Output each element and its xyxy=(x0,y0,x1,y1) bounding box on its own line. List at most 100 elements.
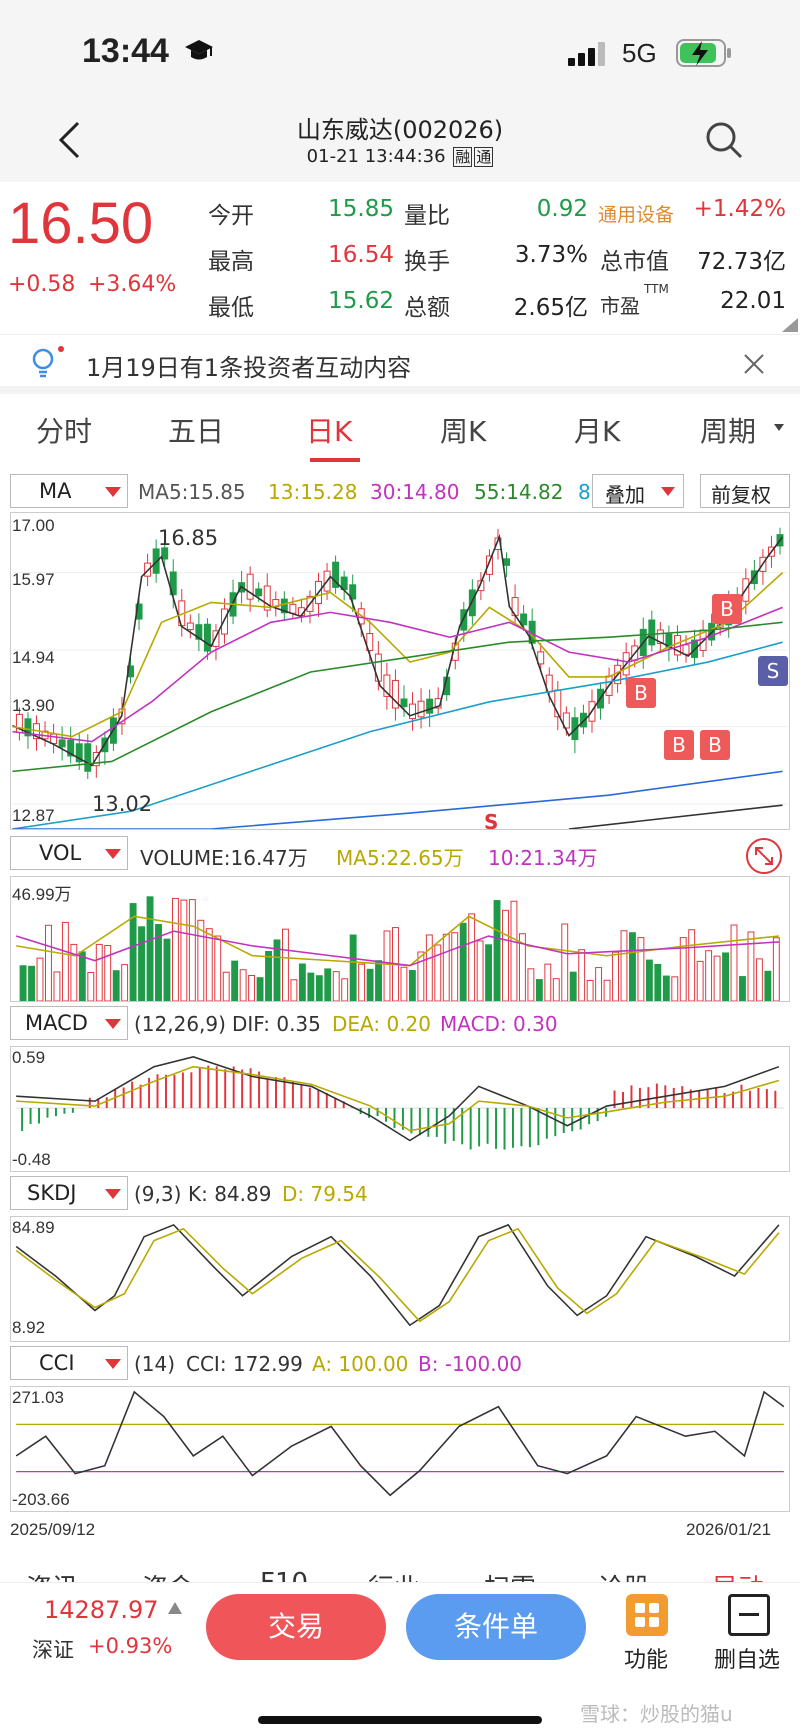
nav-bar xyxy=(0,100,800,182)
volume-bar xyxy=(231,960,239,1001)
tab-risk[interactable]: 扫雷 xyxy=(484,1568,536,1584)
quote-datetime: 01-21 13:44:36 xyxy=(306,146,446,167)
volume-bar xyxy=(434,944,442,1001)
price-axis-4: 13.90 xyxy=(12,696,55,715)
stock-subtitle: 01-21 13:44:36 融通 xyxy=(0,146,800,167)
tab-monthly-k[interactable]: 月K xyxy=(574,415,621,448)
tab-period[interactable]: 周期 xyxy=(700,415,757,448)
tab-forum[interactable]: 论股 xyxy=(598,1568,650,1584)
candlestick-chart[interactable] xyxy=(10,512,790,830)
notice-text[interactable]: 1月19日有1条投资者互动内容 xyxy=(86,354,412,382)
volume-bar xyxy=(341,978,349,1001)
overlay-button[interactable]: 叠加 xyxy=(592,474,684,508)
buy-signal[interactable]: B xyxy=(712,594,742,624)
skdj-selector[interactable]: SKDJ xyxy=(10,1176,128,1210)
tab-f10[interactable]: F10 xyxy=(260,1568,309,1584)
volume-chart[interactable] xyxy=(10,876,790,1002)
volume-value: VOLUME:16.47万 xyxy=(140,846,308,870)
cci-selector[interactable]: CCI xyxy=(10,1346,128,1380)
candle-body xyxy=(75,743,83,763)
tab-daily-k[interactable]: 日K xyxy=(306,415,353,448)
macd-selector[interactable]: MACD xyxy=(10,1006,128,1040)
candle-body xyxy=(391,679,399,709)
vol-selector[interactable]: VOL xyxy=(10,836,128,870)
skdj-chart[interactable] xyxy=(10,1216,790,1342)
tab-industry[interactable]: 行业 xyxy=(368,1568,420,1584)
close-icon[interactable] xyxy=(742,352,766,376)
grid-icon[interactable] xyxy=(626,1594,668,1636)
macd-chart[interactable] xyxy=(10,1046,790,1172)
date-start: 2025/09/12 xyxy=(10,1520,96,1539)
cci-chart[interactable] xyxy=(10,1386,790,1512)
sell-signal-mark: S xyxy=(484,810,499,834)
tab-movement[interactable]: 异动 xyxy=(712,1568,764,1584)
ma30-line xyxy=(12,606,783,743)
tab-news[interactable]: 资讯 xyxy=(26,1568,78,1584)
volume-bar xyxy=(290,979,298,1001)
index-value[interactable]: 14287.97 xyxy=(44,1596,159,1624)
volume-bar xyxy=(578,949,586,1001)
back-arrow-icon[interactable] xyxy=(56,120,82,160)
candle-body xyxy=(203,623,211,652)
volume-bar xyxy=(205,928,213,1001)
buy-signal[interactable]: B xyxy=(664,730,694,760)
sell-signal[interactable]: S xyxy=(758,656,788,686)
date-end: 2026/01/21 xyxy=(686,1520,772,1539)
cci-line xyxy=(15,1390,785,1497)
buy-signal[interactable]: B xyxy=(626,678,656,708)
cci-a: A: 100.00 xyxy=(312,1352,409,1376)
candle-body xyxy=(84,743,92,772)
remove-favorite-icon[interactable] xyxy=(728,1594,770,1636)
remove-favorite-label[interactable]: 删自选 xyxy=(714,1648,781,1673)
volume-bar xyxy=(476,940,484,1001)
adjust-button[interactable]: 前复权 xyxy=(700,474,790,508)
cci-b: B: -100.00 xyxy=(418,1352,523,1376)
volume-bar xyxy=(214,935,222,1001)
volume-bar xyxy=(366,968,374,1001)
trade-button[interactable]: 交易 xyxy=(206,1594,386,1660)
price-change: +0.58 xyxy=(8,272,76,297)
volume-bar xyxy=(739,976,746,1001)
network-type: 5G xyxy=(622,38,657,68)
ma55-value: 55:14.82 xyxy=(474,480,564,504)
index-change: +0.93% xyxy=(88,1634,173,1658)
tab-five-day[interactable]: 五日 xyxy=(168,415,225,448)
candle-body xyxy=(400,698,408,708)
function-label[interactable]: 功能 xyxy=(624,1648,669,1673)
buy-signal[interactable]: B xyxy=(700,730,730,760)
candle-body xyxy=(289,603,297,614)
tab-weekly-k[interactable]: 周K xyxy=(440,415,487,448)
price-axis-top: 17.00 xyxy=(12,516,55,535)
volume-bar xyxy=(544,963,552,1001)
volume-bar xyxy=(425,934,433,1001)
expand-icon[interactable] xyxy=(744,836,784,876)
candle-body xyxy=(50,733,58,745)
low-marker: 13.02 xyxy=(92,792,153,816)
search-icon[interactable] xyxy=(704,120,744,160)
tab-intraday[interactable]: 分时 xyxy=(36,415,93,448)
volume-bar xyxy=(383,930,391,1001)
notice-bar[interactable] xyxy=(0,334,800,394)
volume-bar xyxy=(358,963,366,1001)
price-change-pct: +3.64% xyxy=(88,272,177,297)
volume-bar xyxy=(129,903,137,1001)
candle-body xyxy=(562,712,570,729)
volume-bar xyxy=(696,960,704,1001)
candle-body xyxy=(648,619,656,646)
tab-funds[interactable]: 资金 xyxy=(142,1568,194,1584)
sector-change: +1.42% xyxy=(693,196,786,222)
ma-selector[interactable]: MA xyxy=(10,474,128,508)
sector-name[interactable]: 通用设备 xyxy=(598,204,675,226)
volume-bar xyxy=(163,938,171,1001)
volume-bar xyxy=(256,977,264,1001)
volume-bar xyxy=(442,933,450,1001)
overlay-button-label: 叠加 xyxy=(605,483,645,507)
volume-bar xyxy=(197,919,205,1001)
watermark: 雪球：炒股的猫u xyxy=(580,1702,733,1726)
volume-bar xyxy=(620,930,628,1001)
candle-body xyxy=(477,580,485,592)
volume-bar xyxy=(146,896,154,1001)
market-cap-label: 总市值 xyxy=(600,249,669,275)
vol-ma5-value: MA5:22.65万 xyxy=(336,846,464,870)
condition-order-button[interactable]: 条件单 xyxy=(406,1594,586,1660)
